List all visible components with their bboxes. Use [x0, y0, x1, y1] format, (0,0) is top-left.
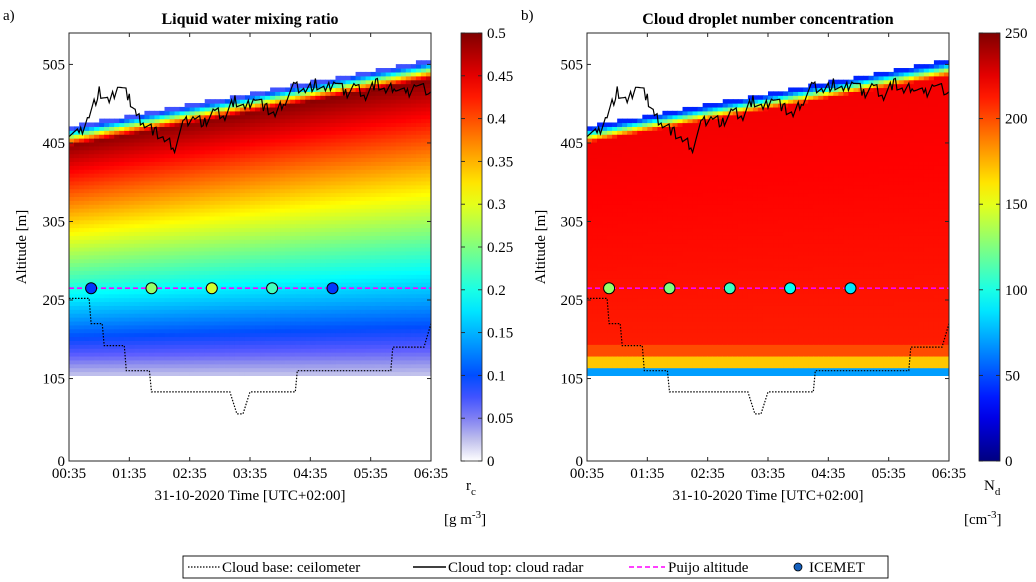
y-axis-label-b: Altitude [m] — [533, 210, 549, 285]
x-tick-label: 03:35 — [233, 466, 267, 482]
y-tick-label: 505 — [43, 57, 66, 73]
colorbar-tick-label: 50 — [1005, 368, 1020, 384]
icemet-point — [723, 282, 736, 295]
icemet-point — [784, 282, 797, 295]
x-axis-label-b: 31-10-2020 Time [UTC+02:00] — [673, 488, 864, 504]
x-tick-label: 02:35 — [173, 466, 207, 482]
x-tick-label: 01:35 — [112, 466, 146, 482]
colorbar-tick-label: 100 — [1005, 283, 1028, 299]
cloud-top-line — [69, 77, 431, 155]
legend-label-cloud-base: Cloud base: ceilometer — [222, 560, 360, 576]
colorbar-tick-label: 0.4 — [487, 112, 506, 128]
colorbar-tick-label: 0.05 — [487, 411, 513, 427]
cloud-top-line — [587, 77, 949, 155]
y-tick-label: 0 — [576, 454, 584, 470]
colorbar-tick-label: 0.1 — [487, 368, 506, 384]
colorbar-tick-label: 0.3 — [487, 197, 506, 213]
legend-label-cloud-top: Cloud top: cloud radar — [448, 560, 583, 576]
colorbar-units-b: [cm-3] — [964, 509, 1002, 528]
colorbar-label-a: rc — [466, 478, 476, 498]
x-tick-label: 06:35 — [932, 466, 966, 482]
colorbar-label-b: Nd — [984, 478, 1001, 498]
x-tick-label: 02:35 — [691, 466, 725, 482]
colorbar-tick-label: 250 — [1005, 26, 1028, 42]
x-tick-label: 04:35 — [293, 466, 327, 482]
axis-ticks-a: 00:35 01:35 02:35 03:35 04:35 05:35 06:35 0 105 2… — [43, 33, 448, 482]
y-tick-label: 505 — [561, 57, 584, 73]
icemet-point — [603, 282, 616, 295]
x-tick-label: 05:35 — [872, 466, 906, 482]
panel-label-b: b) — [521, 8, 534, 24]
y-tick-label: 305 — [43, 214, 66, 230]
icemet-point — [844, 282, 857, 295]
panel-b: b) Cloud droplet number concentration 00… — [521, 8, 1028, 528]
legend-label-icemet: ICEMET — [809, 560, 865, 576]
cloud-base-line — [587, 297, 949, 415]
icemet-point — [205, 282, 218, 295]
colorbar-tick-label: 0.25 — [487, 240, 513, 256]
colorbar-b — [978, 32, 1001, 462]
y-tick-label: 405 — [561, 136, 584, 152]
heatmap-a — [69, 60, 431, 376]
y-tick-label: 205 — [43, 293, 66, 309]
overlay-b — [587, 77, 949, 415]
legend-label-puijo: Puijo altitude — [668, 560, 749, 576]
y-tick-label: 205 — [561, 293, 584, 309]
chart-title-b: Cloud droplet number concentration — [642, 11, 894, 28]
legend: Cloud base: ceilometer Cloud top: cloud … — [182, 555, 889, 579]
icemet-point — [326, 282, 339, 295]
x-axis-label-a: 31-10-2020 Time [UTC+02:00] — [155, 488, 346, 504]
x-tick-label: 00:35 — [52, 466, 86, 482]
colorbar-tick-label: 0.35 — [487, 154, 513, 170]
y-tick-label: 105 — [43, 372, 66, 388]
colorbar-tick-label: 200 — [1005, 112, 1028, 128]
y-axis-label-a: Altitude [m] — [14, 210, 30, 285]
cloud-base-line — [69, 297, 431, 415]
x-tick-label: 04:35 — [811, 466, 845, 482]
x-tick-label: 00:35 — [570, 466, 604, 482]
legend-box — [182, 555, 889, 579]
colorbar-tick-label: 0.15 — [487, 326, 513, 342]
x-tick-label: 06:35 — [414, 466, 448, 482]
colorbar-tick-label: 150 — [1005, 197, 1028, 213]
colorbar-tick-label: 0.2 — [487, 283, 506, 299]
colorbar-tick-label: 0.45 — [487, 69, 513, 85]
colorbar-ticks-a: 0 0.05 0.1 0.15 0.2 0.25 0.3 0.35 0.4 0.45 0.5 — [461, 26, 513, 470]
icemet-point — [266, 282, 279, 295]
icemet-point — [145, 282, 158, 295]
colorbar-ticks-b: 0 50 100 150 200 250 — [979, 26, 1028, 470]
y-tick-label: 0 — [58, 454, 66, 470]
colorbar-tick-label: 0 — [1005, 454, 1013, 470]
chart-title-a: Liquid water mixing ratio — [161, 11, 338, 28]
icemet-point — [663, 282, 676, 295]
panel-a: a) Liquid water mixing ratio 00:35 01:35 0… — [3, 8, 513, 528]
colorbar-tick-label: 0 — [487, 454, 495, 470]
overlay-a — [69, 77, 431, 415]
x-tick-label: 01:35 — [630, 466, 664, 482]
y-tick-label: 305 — [561, 214, 584, 230]
axis-ticks-b: 00:35 01:35 02:35 03:35 04:35 05:35 06:35 0 105 2… — [561, 33, 966, 482]
x-tick-label: 05:35 — [354, 466, 388, 482]
colorbar-tick-label: 0.5 — [487, 26, 506, 42]
legend-swatch-icemet — [793, 562, 803, 572]
colorbar-units-a: [g m-3] — [444, 509, 486, 528]
panel-label-a: a) — [3, 8, 15, 24]
y-tick-label: 405 — [43, 136, 66, 152]
icemet-point — [85, 282, 98, 295]
x-tick-label: 03:35 — [751, 466, 785, 482]
y-tick-label: 105 — [561, 372, 584, 388]
